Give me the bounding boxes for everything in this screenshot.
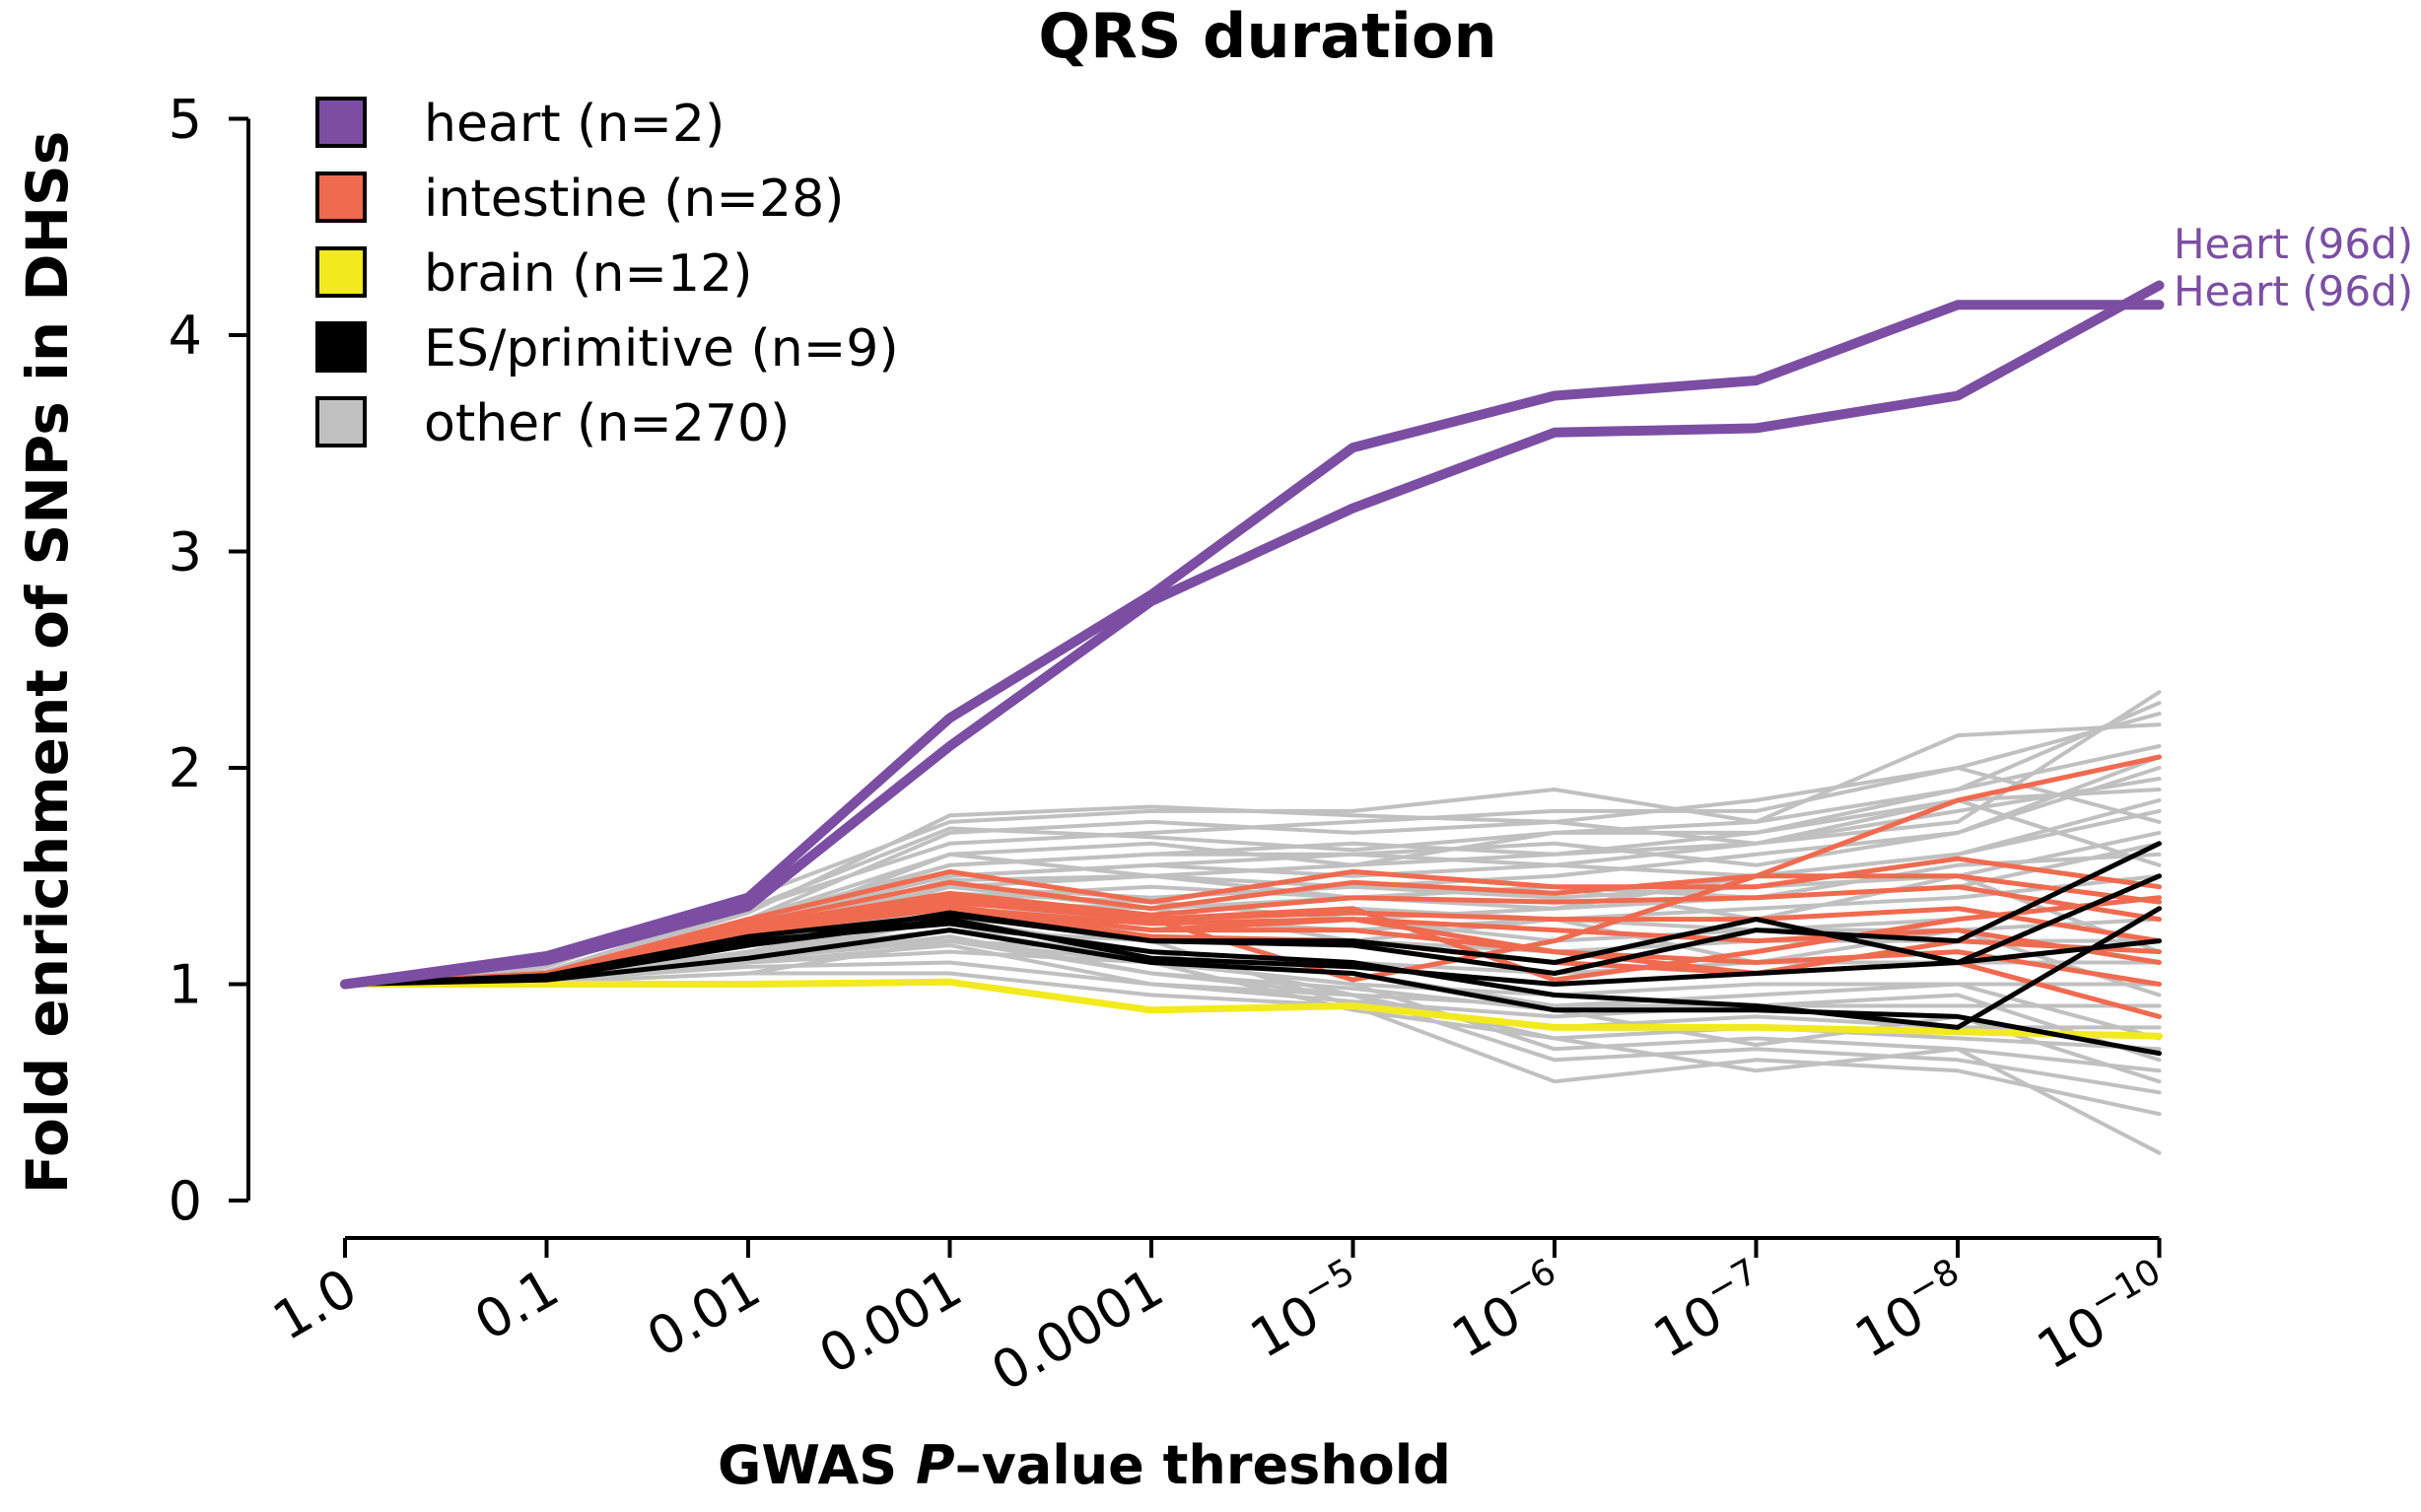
y-axis: 0 1 2 3 4 5 <box>169 89 250 1232</box>
chart-title: QRS duration <box>1038 0 1496 72</box>
x-tick-label: 0.1 <box>464 1257 569 1353</box>
series-line-other-32 <box>343 701 2162 987</box>
series-line-es-primitive-48 <box>342 928 2162 1057</box>
x-tick-label: 10−7 <box>1640 1252 1778 1371</box>
legend-label: heart (n=2) <box>424 95 725 154</box>
series-line-other-25 <box>343 766 2162 987</box>
y-axis-label: Fold enrichment of SNPs in DHSs <box>14 131 81 1195</box>
legend-label: brain (n=12) <box>424 244 752 304</box>
y-tick-label: 4 <box>169 305 202 367</box>
legend-label: intestine (n=28) <box>424 170 844 229</box>
series-line-heart-51 <box>340 280 2165 990</box>
series-line-brain-44 <box>341 978 2163 1040</box>
plot-lines <box>340 280 2165 1155</box>
series-line-es-primitive-49 <box>342 910 2162 987</box>
x-tick-label: 0.0001 <box>981 1257 1173 1404</box>
series-end-label: Heart (96d) <box>2174 267 2413 315</box>
y-tick-label: 0 <box>169 1170 202 1232</box>
x-axis-label-italic: P <box>916 1434 955 1496</box>
x-tick-label: 10−8 <box>1842 1252 1980 1371</box>
x-axis: 1.0 0.1 0.01 0.001 0.0001 10−5 10−6 10−7 10−8 10−… <box>263 1236 2181 1404</box>
x-tick-label: 10−10 <box>2024 1252 2181 1382</box>
x-tick-label: 10−5 <box>1237 1252 1375 1371</box>
legend-swatch <box>315 246 367 298</box>
x-axis-label-suffix: –value threshold <box>955 1434 1451 1496</box>
legend-label: other (n=270) <box>424 394 790 453</box>
series-line-heart-50 <box>340 300 2165 990</box>
y-tick-label: 3 <box>169 521 202 584</box>
x-tick-label: 10−6 <box>1439 1252 1577 1371</box>
y-tick-label: 5 <box>169 89 202 151</box>
legend-label: ES/primitive (n=9) <box>424 319 899 378</box>
series-end-label: Heart (96d) <box>2174 220 2413 268</box>
legend-swatch <box>315 321 367 373</box>
legend-swatch <box>315 396 367 447</box>
series-labels: Heart (96d)Heart (96d) <box>2174 220 2413 315</box>
x-tick-label: 0.01 <box>637 1257 771 1370</box>
legend: heart (n=2) intestine (n=28) brain (n=12) E… <box>315 95 899 453</box>
y-tick-label: 1 <box>169 954 202 1016</box>
y-tick-label: 2 <box>169 737 202 799</box>
x-tick-label: 1.0 <box>263 1257 368 1353</box>
x-axis-label: GWAS P–value threshold <box>718 1434 1451 1496</box>
legend-swatch <box>315 97 367 148</box>
x-tick-label: 0.001 <box>809 1257 972 1387</box>
legend-swatch <box>315 172 367 223</box>
x-axis-label-prefix: GWAS <box>718 1434 916 1496</box>
series-line-intestine-36 <box>342 884 2162 987</box>
